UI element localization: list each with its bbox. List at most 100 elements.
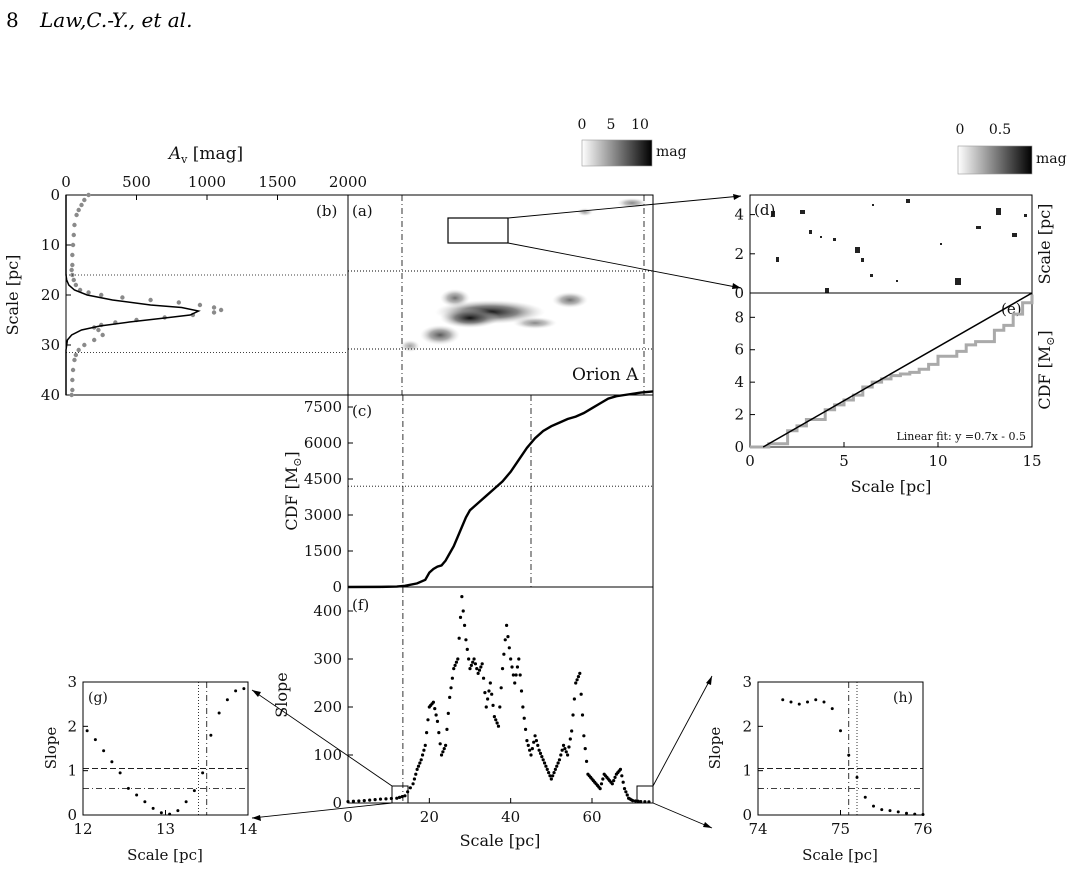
data-point	[610, 782, 614, 786]
y-tick-label: 0	[50, 186, 60, 204]
cloud-blob	[513, 317, 557, 329]
data-point	[814, 698, 818, 702]
cdf-line	[347, 390, 654, 589]
panel-b-frame	[65, 194, 349, 396]
panel-f-xlabel: Scale [pc]	[460, 831, 541, 850]
data-point	[580, 713, 585, 717]
x-tick-label: 0	[343, 808, 353, 826]
x-tick-label: 5	[839, 452, 849, 470]
data-point	[568, 737, 572, 741]
colorbar-main-tick-0: 0	[578, 117, 587, 133]
data-point	[505, 623, 509, 628]
data-point	[913, 812, 917, 816]
data-point	[488, 681, 492, 685]
data-point	[523, 727, 528, 732]
data-point	[495, 721, 499, 725]
x-tick-label: 10	[928, 452, 947, 470]
data-point	[82, 197, 87, 203]
panel-g-series	[83, 682, 248, 816]
data-point	[211, 305, 217, 310]
pixel	[861, 258, 864, 262]
x-tick-label: 60	[582, 808, 601, 826]
data-point	[225, 698, 229, 702]
data-point	[570, 729, 574, 733]
panel-c-label: (c)	[352, 402, 372, 420]
panel-d-ylabel: Scale [pc]	[1035, 204, 1054, 285]
panel-b: 0 500 1000 1500 2000 0 10 20 30 40 (b) Av [mag] S…	[3, 144, 367, 404]
data-point	[71, 277, 76, 283]
data-point	[439, 753, 444, 757]
data-point	[457, 636, 461, 640]
panel-d: 0 2 4 (d) Scale [pc]	[734, 194, 1054, 302]
pixel	[870, 274, 873, 277]
x-tick-label: 1500	[258, 173, 296, 191]
panel-e-ticks: 0 5 10 15 0 2 4 6 8	[734, 308, 1041, 470]
data-point	[69, 392, 74, 398]
data-point	[481, 676, 486, 680]
y-tick-label: 1500	[304, 542, 342, 560]
data-point	[454, 660, 459, 664]
panel-f: 0 20 40 60 0 100 200 300 400 (f) Slope Scale [pc…	[272, 586, 654, 850]
panel-a: (a) Orion A	[347, 194, 654, 396]
data-point	[529, 753, 533, 757]
data-point	[434, 713, 438, 717]
data-point	[442, 747, 446, 751]
data-point	[521, 705, 525, 709]
data-point	[622, 787, 627, 791]
panel-e-xlabel: Scale [pc]	[851, 477, 932, 496]
y-tick-label: 0	[67, 806, 77, 824]
cloud-blob	[577, 208, 593, 216]
data-point	[509, 657, 513, 661]
data-point	[473, 662, 478, 666]
data-point	[599, 782, 604, 786]
data-point	[797, 702, 801, 706]
data-point	[464, 638, 468, 642]
x-tick-label: 500	[122, 173, 151, 191]
data-point	[490, 692, 494, 696]
panel-h: 74 75 76 0 1 2 3 (h) Slope Scale [pc]	[706, 673, 933, 864]
data-point	[576, 675, 581, 679]
x-tick-label: 14	[238, 820, 257, 838]
data-point	[397, 795, 402, 800]
data-point	[70, 252, 75, 258]
y-tick-label: 6000	[304, 434, 342, 452]
pixel	[771, 211, 775, 217]
data-point	[425, 731, 429, 735]
data-point	[435, 719, 440, 724]
pixel	[1024, 214, 1027, 217]
data-point	[544, 764, 548, 768]
data-point	[479, 665, 483, 669]
data-point	[70, 377, 75, 383]
arrowhead	[252, 815, 261, 821]
panel-e-annotation: Linear fit: y =0.7x - 0.5	[896, 430, 1026, 443]
panel-g-ylabel: Slope	[42, 727, 60, 770]
data-point	[480, 662, 484, 666]
data-point	[346, 799, 350, 804]
cloud-blob	[440, 289, 470, 307]
y-tick-label: 300	[313, 650, 342, 668]
data-point	[86, 290, 91, 295]
data-point	[159, 811, 163, 815]
x-tick-label: 75	[831, 820, 850, 838]
y-tick-label: 0	[734, 438, 744, 456]
data-point	[601, 777, 605, 781]
data-point	[85, 729, 89, 733]
data-point	[126, 786, 130, 790]
x-tick-label: 0	[61, 173, 71, 191]
data-point	[639, 799, 643, 804]
x-tick-label: 1000	[188, 173, 226, 191]
data-point	[148, 297, 153, 303]
data-point	[525, 739, 529, 743]
panel-h-ticks: 74 75 76 0 1 2 3	[742, 673, 932, 838]
data-point	[73, 352, 79, 358]
data-point	[92, 337, 97, 343]
data-point	[242, 687, 246, 691]
x-tick-label: 74	[748, 820, 767, 838]
data-point	[781, 698, 785, 702]
data-point	[621, 780, 625, 784]
data-point	[578, 671, 582, 676]
data-point	[528, 748, 532, 752]
panel-c-series	[347, 390, 654, 589]
